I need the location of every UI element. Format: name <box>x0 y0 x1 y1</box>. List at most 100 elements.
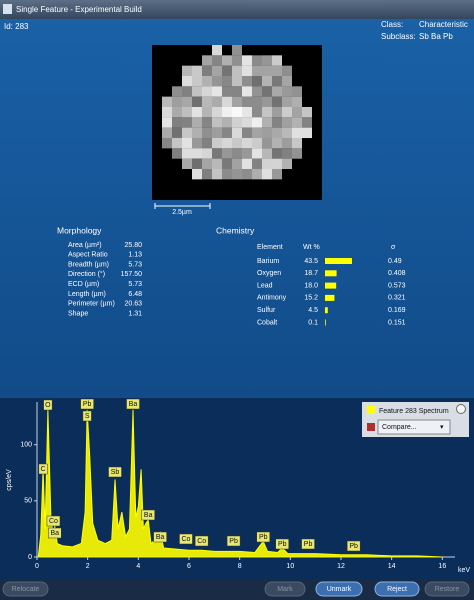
image-pixel <box>222 55 232 66</box>
image-pixel <box>242 75 252 87</box>
window-title: Single Feature - Experimental Build <box>16 5 142 14</box>
image-pixel <box>232 65 242 77</box>
peak-label-box <box>80 398 94 410</box>
image-pixel <box>252 55 262 66</box>
peak-label: Ba <box>144 512 153 519</box>
image-pixel <box>202 168 212 180</box>
image-pixel <box>222 168 232 180</box>
image-pixel <box>212 106 222 118</box>
image-pixel <box>182 96 192 108</box>
button <box>264 581 306 597</box>
image-pixel <box>272 96 282 108</box>
peak-label-box <box>38 463 48 475</box>
image-pixel <box>262 137 272 149</box>
peak-label: Pb <box>278 541 287 548</box>
image-pixel <box>242 137 252 149</box>
image-pixel <box>292 127 302 139</box>
image-pixel <box>272 75 282 87</box>
legend-options[interactable] <box>456 404 466 414</box>
image-pixel <box>262 117 272 128</box>
peak-label: Pb <box>229 538 238 545</box>
dropdown-arrow: ▾ <box>440 424 444 431</box>
title-bar <box>0 0 474 19</box>
class-label: Class: <box>381 20 403 29</box>
property-label: Shape <box>68 310 88 317</box>
image-pixel <box>202 117 212 128</box>
image-pixel <box>182 148 192 159</box>
image-pixel <box>172 86 182 97</box>
image-pixel <box>192 65 202 77</box>
property-value: 1.31 <box>128 310 142 317</box>
peak-label: Ba <box>129 401 138 408</box>
image-pixel <box>212 45 222 56</box>
property-value: 157.50 <box>121 271 143 278</box>
image-pixel <box>262 75 272 87</box>
image-pixel <box>252 127 262 139</box>
compare-dropdown[interactable] <box>377 419 451 435</box>
button-label: Mark <box>277 586 293 593</box>
image-pixel <box>222 106 232 118</box>
image-pixel <box>252 168 262 180</box>
x-tick-label: 10 <box>286 563 294 570</box>
property-label: Aspect Ratio <box>68 252 108 259</box>
button[interactable] <box>374 581 420 597</box>
sigma: 0.169 <box>388 307 406 314</box>
x-tick-label: 12 <box>337 563 345 570</box>
image-pixel <box>162 137 172 149</box>
x-tick-label: 4 <box>136 563 140 570</box>
button-label: Restore <box>435 586 460 593</box>
image-pixel <box>282 148 292 159</box>
peak-label-box <box>179 533 193 545</box>
property-label: ECD (µm) <box>68 281 99 288</box>
image-pixel <box>272 117 282 128</box>
peak-label: Co <box>197 538 206 545</box>
button[interactable] <box>315 581 363 597</box>
image-pixel <box>282 158 292 170</box>
peak-label: Sb <box>111 469 120 476</box>
image-pixel <box>252 75 262 87</box>
image-pixel <box>272 168 282 180</box>
image-pixel <box>272 158 282 170</box>
image-pixel <box>192 158 202 170</box>
image-pixel <box>222 86 232 97</box>
image-pixel <box>272 106 282 118</box>
image-pixel <box>272 127 282 139</box>
peak-label-box <box>275 538 289 550</box>
image-pixel <box>242 168 252 180</box>
class-value: Characteristic <box>419 20 468 29</box>
sigma: 0.321 <box>388 295 406 302</box>
x-tick-label: 0 <box>35 563 39 570</box>
image-pixel <box>172 96 182 108</box>
image-pixel <box>282 106 292 118</box>
image-pixel <box>292 106 302 118</box>
button-label[interactable]: Reject <box>387 586 407 593</box>
subclass-value: Sb Ba Pb <box>419 32 453 41</box>
image-pixel <box>282 75 292 87</box>
property-label: Area (µm²) <box>68 242 102 249</box>
app-icon <box>3 4 12 14</box>
image-pixel <box>282 137 292 149</box>
image-pixel <box>202 127 212 139</box>
button-label[interactable]: Unmark <box>327 586 352 593</box>
image-pixel <box>222 75 232 87</box>
weight-percent: 15.2 <box>304 295 318 302</box>
peak-label-box <box>153 531 167 543</box>
peak-label-box <box>301 538 315 550</box>
column-header: σ <box>391 244 396 251</box>
image-pixel <box>242 96 252 108</box>
image-pixel <box>252 148 262 159</box>
image-pixel <box>232 55 242 66</box>
image-pixel <box>212 55 222 66</box>
y-tick-label: 0 <box>28 554 32 561</box>
peak-label: Ba <box>50 530 59 537</box>
image-pixel <box>182 117 192 128</box>
section-title: Chemistry <box>216 225 255 235</box>
image-pixel <box>282 86 292 97</box>
weight-bar <box>325 282 337 289</box>
compare-label[interactable]: Compare... <box>382 424 417 431</box>
image-pixel <box>232 86 242 97</box>
image-pixel <box>212 86 222 97</box>
image-pixel <box>222 117 232 128</box>
image-pixel <box>182 158 192 170</box>
